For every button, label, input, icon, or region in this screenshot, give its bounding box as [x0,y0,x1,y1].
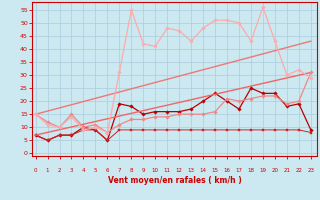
X-axis label: Vent moyen/en rafales ( km/h ): Vent moyen/en rafales ( km/h ) [108,176,241,185]
